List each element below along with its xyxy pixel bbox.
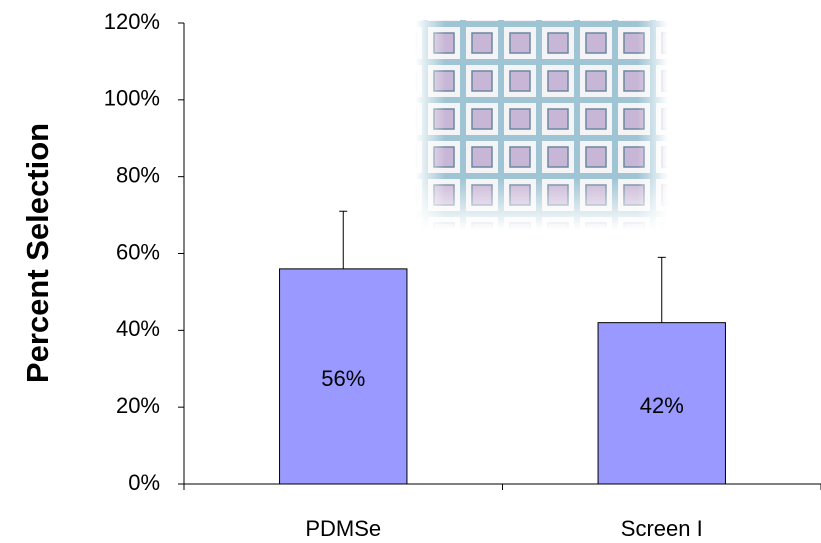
value-label: 56%: [321, 366, 365, 391]
y-tick-label: 100%: [104, 86, 160, 111]
y-tick-label: 20%: [116, 393, 160, 418]
y-tick-label: 60%: [116, 239, 160, 264]
y-axis-label: Percent Selection: [20, 123, 55, 383]
y-tick-label: 80%: [116, 162, 160, 187]
bar: [597, 322, 726, 485]
x-tick-label: Screen I: [621, 516, 703, 541]
y-tick-label: 0%: [128, 470, 160, 495]
inset-image: [415, 20, 668, 230]
bar: [279, 268, 408, 485]
y-tick-label: 120%: [104, 9, 160, 34]
y-tick-label: 40%: [116, 316, 160, 341]
value-label: 42%: [640, 393, 684, 418]
x-tick-label: PDMSe: [305, 516, 381, 541]
